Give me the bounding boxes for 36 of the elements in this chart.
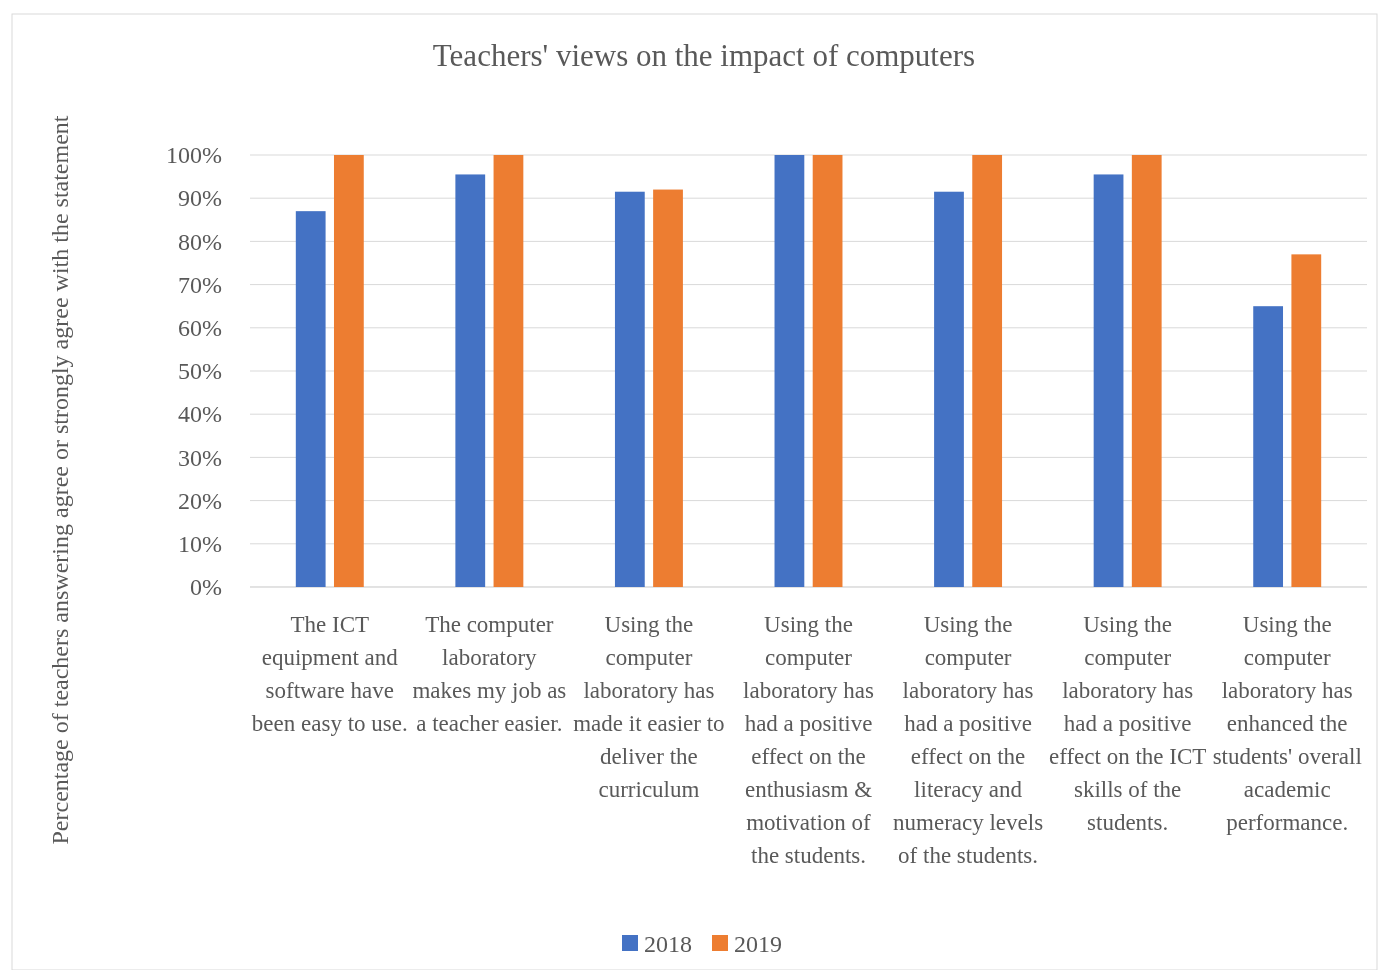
y-tick-label: 30%	[178, 444, 222, 471]
x-tick-label: Using the computer laboratory has made it easier to deliver the curriculum	[573, 612, 725, 802]
bar	[455, 174, 486, 587]
bar	[295, 211, 326, 587]
bar	[493, 155, 524, 587]
bar	[1093, 174, 1124, 587]
y-tick-label: 0%	[190, 574, 222, 601]
bar	[774, 155, 805, 587]
bar	[614, 191, 645, 587]
bar	[1291, 254, 1322, 587]
x-tick-label: Using the computer laboratory has had a positive effect on the literacy and numeracy levels of the students.	[893, 612, 1044, 868]
x-tick-label: The computer laboratory makes my job as a teacher easier.	[412, 612, 567, 736]
bar	[333, 155, 364, 587]
bar	[812, 155, 843, 587]
legend-label: 2019	[734, 931, 782, 957]
y-tick-label: 50%	[178, 358, 222, 385]
y-tick-label: 100%	[166, 142, 222, 169]
x-tick-label: Using the computer laboratory has had a positive effect on the ICT skills of the students.	[1048, 612, 1207, 835]
bar	[653, 189, 683, 587]
y-tick-label: 40%	[178, 401, 222, 428]
x-tick-label: Using the computer laboratory has enhanced the students' overall academic performance.	[1212, 612, 1362, 835]
legend-label: 2018	[644, 931, 692, 957]
y-tick-label: 10%	[178, 530, 222, 557]
bar	[972, 155, 1003, 587]
y-axis-title: Percentage of teachers answering agree or strongly agree with the statement	[47, 115, 73, 845]
y-tick-label: 20%	[178, 487, 222, 514]
chart-title: Teachers' views on the impact of computers	[432, 38, 976, 73]
y-tick-label: 70%	[178, 271, 222, 298]
bar	[1131, 155, 1162, 587]
y-tick-label: 80%	[178, 228, 222, 255]
y-tick-label: 60%	[178, 314, 222, 341]
bar	[934, 191, 964, 587]
bar	[1253, 306, 1284, 587]
x-tick-label: The ICT equipment and software have been easy to use.	[251, 612, 408, 736]
y-tick-label: 90%	[178, 185, 222, 212]
x-tick-label: Using the computer laboratory has had a positive effect on the enthusiasm & motivation of the students.	[743, 612, 875, 868]
